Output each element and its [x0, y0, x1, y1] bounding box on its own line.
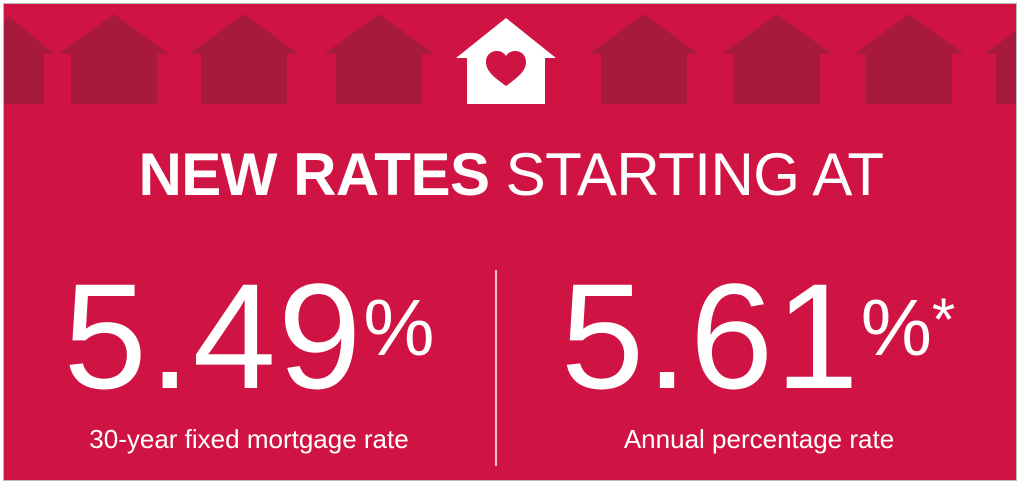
apr-asterisk: *: [931, 286, 958, 353]
house-icon: [722, 14, 832, 104]
apr-caption: Annual percentage rate: [623, 424, 895, 454]
headline-light: STARTING AT: [505, 141, 884, 208]
house-icon: [589, 14, 699, 104]
apr-number: 5.61: [560, 252, 861, 420]
headline-bold: NEW RATES: [138, 141, 490, 208]
apr-block: 5.61%* Annual percentage rate: [519, 261, 999, 466]
fixed-rate-block: 5.49% 30-year fixed mortgage rate: [24, 261, 474, 466]
fixed-rate-percent: %: [363, 283, 435, 372]
heart-house-icon: [456, 18, 556, 104]
house-icon: [854, 14, 964, 104]
divider: [495, 270, 497, 466]
fixed-rate-number: 5.49: [63, 252, 364, 420]
house-icon: [4, 16, 54, 104]
house-icon: [189, 14, 299, 104]
headline: NEW RATES STARTING AT: [4, 140, 1016, 210]
apr-value: 5.61%*: [561, 261, 958, 411]
house-icon: [984, 30, 1016, 104]
fixed-rate-value: 5.49%: [63, 261, 435, 411]
house-row: [4, 4, 1016, 114]
fixed-rate-caption: 30-year fixed mortgage rate: [89, 424, 409, 454]
house-icon: [324, 14, 434, 104]
rates-banner: NEW RATES STARTING AT 5.49% 30-year fixe…: [3, 3, 1017, 481]
apr-percent: %: [860, 283, 932, 372]
house-icon: [59, 14, 169, 104]
